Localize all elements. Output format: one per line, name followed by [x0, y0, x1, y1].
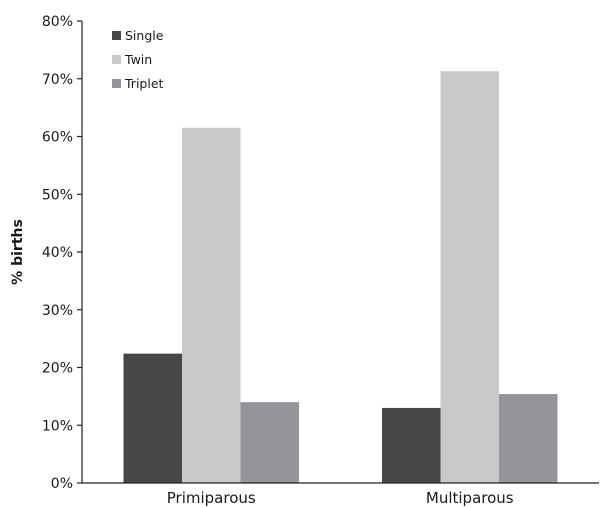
bars	[123, 71, 558, 484]
bar-twin-multiparous	[440, 71, 499, 484]
y-tick-label: 80%	[42, 14, 73, 30]
legend-label-twin: Twin	[124, 52, 152, 67]
legend-swatch-triplet	[112, 79, 121, 88]
x-category-label: Multiparous	[426, 489, 514, 507]
legend: Single Twin Triplet	[112, 28, 164, 91]
bar-triplet-primiparous	[240, 402, 299, 483]
legend-swatch-twin	[112, 55, 121, 64]
legend-label-triplet: Triplet	[124, 76, 164, 91]
bar-twin-primiparous	[182, 127, 241, 484]
y-axis-label: % births	[10, 219, 26, 285]
y-tick-label: 0%	[51, 476, 73, 492]
y-tick-label: 20%	[42, 361, 73, 377]
bar-single-primiparous	[123, 353, 182, 483]
y-tick-label: 40%	[42, 245, 73, 261]
y-tick-label: 50%	[42, 187, 73, 203]
y-tick-label: 30%	[42, 303, 73, 319]
bar-triplet-multiparous	[499, 394, 558, 483]
y-tick-label: 10%	[42, 418, 73, 434]
y-tick-label: 60%	[42, 130, 73, 146]
y-axis-ticks: 0% 10% 20% 30% 40% 50% 60% 70% 80%	[42, 14, 82, 492]
bar-single-multiparous	[382, 407, 441, 483]
x-axis-labels: Primiparous Multiparous	[167, 489, 514, 507]
x-category-label: Primiparous	[167, 489, 256, 507]
legend-swatch-single	[112, 31, 121, 40]
y-tick-label: 70%	[42, 72, 73, 88]
legend-label-single: Single	[125, 28, 164, 43]
plot-area: 0% 10% 20% 30% 40% 50% 60% 70% 80% Primiparous Mu…	[42, 14, 599, 507]
